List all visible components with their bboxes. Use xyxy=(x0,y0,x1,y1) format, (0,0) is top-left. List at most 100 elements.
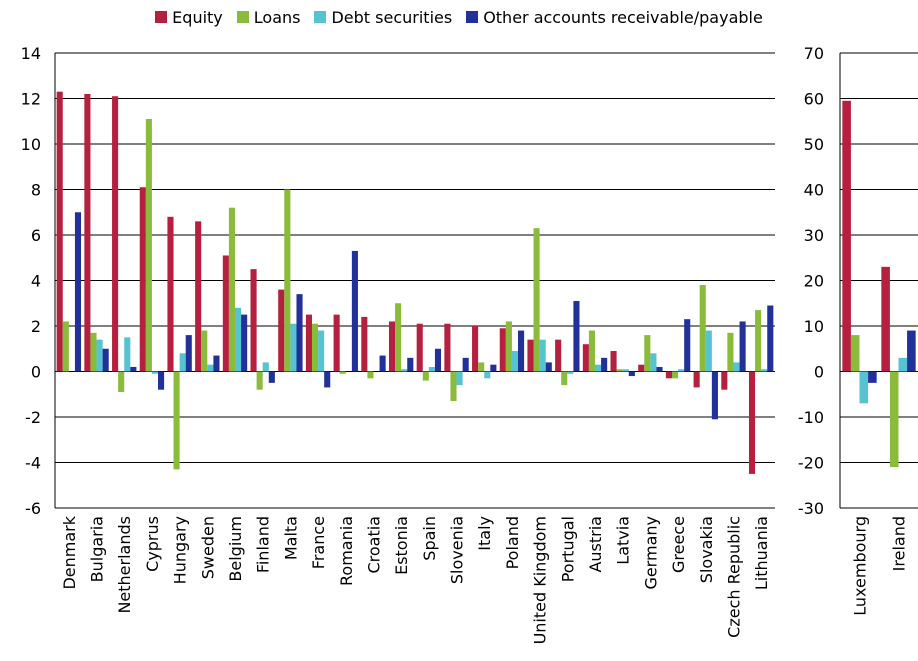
bar-loans-czech-republic xyxy=(727,332,734,372)
x-tick-label-malta: Malta xyxy=(281,516,300,560)
bar-equity-italy xyxy=(472,326,479,372)
bar-other-accounts-receivable-payable-denmark xyxy=(74,212,82,372)
bar-other-accounts-receivable-payable-sweden xyxy=(213,355,220,372)
legend-item-debt-securities: Debt securities xyxy=(314,8,452,27)
x-tick-label-belgium: Belgium xyxy=(226,516,245,582)
bar-other-accounts-receivable-payable-bulgaria xyxy=(102,348,109,372)
legend-label-other-accounts: Other accounts receivable/payable xyxy=(483,7,763,27)
bar-loans-italy xyxy=(478,362,485,372)
bar-other-accounts-receivable-payable-latvia xyxy=(628,371,635,377)
bar-equity-luxembourg xyxy=(842,100,851,372)
y-tick-label: -4 xyxy=(25,454,41,473)
bar-other-accounts-receivable-payable-romania xyxy=(351,250,358,372)
x-tick-label-austria: Austria xyxy=(586,516,605,573)
x-tick-label-italy: Italy xyxy=(475,516,494,551)
bar-loans-finland xyxy=(256,371,263,390)
bar-other-accounts-receivable-payable-finland xyxy=(268,371,275,383)
x-tick-label-portugal: Portugal xyxy=(558,516,577,582)
bar-other-accounts-receivable-payable-italy xyxy=(490,364,497,372)
y-tick-label: 12 xyxy=(21,90,41,109)
bar-debt-securities-slovakia xyxy=(705,330,712,372)
legend-swatch-other-accounts xyxy=(466,11,479,23)
bar-debt-securities-luxembourg xyxy=(859,371,869,404)
y-tick-label: 10 xyxy=(21,135,41,154)
x-tick-label-slovakia: Slovakia xyxy=(697,516,716,583)
y-tick-label: -2 xyxy=(25,408,41,427)
bar-debt-securities-hungary xyxy=(179,353,186,372)
legend-label-debt-securities: Debt securities xyxy=(331,7,453,27)
y-tick-label: -6 xyxy=(25,499,41,518)
bar-debt-securities-spain xyxy=(428,366,435,372)
bar-other-accounts-receivable-payable-netherlands xyxy=(130,366,137,372)
bar-loans-germany xyxy=(644,335,651,372)
bar-loans-lithuania xyxy=(755,310,762,372)
bar-equity-germany xyxy=(638,364,645,372)
bar-debt-securities-slovenia xyxy=(456,371,463,386)
x-tick-label-finland: Finland xyxy=(254,516,273,573)
bar-loans-portugal xyxy=(561,371,568,386)
y-tick-label: 60 xyxy=(804,90,824,109)
x-tick-label-estonia: Estonia xyxy=(392,516,411,575)
bar-loans-sweden xyxy=(201,330,208,372)
bar-loans-ireland xyxy=(889,371,899,468)
bar-equity-malta xyxy=(278,289,285,372)
legend-item-other-accounts: Other accounts receivable/payable xyxy=(466,8,763,27)
y-tick-label: 30 xyxy=(804,226,824,245)
x-tick-label-czech-republic: Czech Republic xyxy=(724,516,743,638)
x-tick-label-poland: Poland xyxy=(503,516,522,569)
y-tick-label: 50 xyxy=(804,135,824,154)
x-tick-label-hungary: Hungary xyxy=(171,516,190,584)
bar-other-accounts-receivable-payable-austria xyxy=(601,357,608,372)
x-tick-label-latvia: Latvia xyxy=(614,516,633,565)
bar-equity-belgium xyxy=(222,255,229,372)
bar-equity-hungary xyxy=(167,216,174,372)
bar-equity-czech-republic xyxy=(721,371,728,390)
bar-equity-portugal xyxy=(555,339,562,372)
bar-loans-austria xyxy=(588,330,595,372)
bar-equity-slovakia xyxy=(693,371,700,388)
bar-debt-securities-portugal xyxy=(567,371,574,374)
y-tick-label: -20 xyxy=(798,454,824,473)
bar-loans-hungary xyxy=(173,371,180,470)
bar-loans-france xyxy=(311,323,319,372)
bar-loans-romania xyxy=(339,371,346,374)
bar-debt-securities-belgium xyxy=(235,307,242,372)
y-tick-label: 0 xyxy=(31,363,41,382)
bar-equity-austria xyxy=(582,344,589,372)
bar-equity-lithuania xyxy=(748,371,756,474)
bar-other-accounts-receivable-payable-slovenia xyxy=(462,357,469,372)
bar-equity-estonia xyxy=(388,321,396,372)
bar-debt-securities-france xyxy=(318,330,325,372)
y-tick-label: -10 xyxy=(798,408,824,427)
x-tick-label-sweden: Sweden xyxy=(198,516,217,579)
y-tick-label: 2 xyxy=(31,317,41,336)
bar-equity-sweden xyxy=(195,221,202,372)
bar-equity-united-kingdom xyxy=(527,339,534,372)
bar-equity-romania xyxy=(333,314,340,372)
y-tick-label: 14 xyxy=(21,44,41,63)
bar-loans-denmark xyxy=(62,321,69,372)
bar-debt-securities-bulgaria xyxy=(96,339,103,372)
bar-loans-latvia xyxy=(616,369,623,372)
x-tick-label-slovenia: Slovenia xyxy=(448,516,467,584)
x-tick-label-united-kingdom: United Kingdom xyxy=(531,516,550,644)
bar-other-accounts-receivable-payable-cyprus xyxy=(158,371,165,390)
y-tick-label: 4 xyxy=(31,272,41,291)
bar-debt-securities-italy xyxy=(484,371,491,379)
bar-equity-ireland xyxy=(881,266,890,372)
bar-other-accounts-receivable-payable-slovakia xyxy=(711,371,718,420)
bar-debt-securities-lithuania xyxy=(761,369,768,372)
bar-equity-spain xyxy=(416,323,423,372)
bar-equity-bulgaria xyxy=(84,93,91,372)
x-tick-label-cyprus: Cyprus xyxy=(143,516,162,572)
bar-other-accounts-receivable-payable-estonia xyxy=(407,357,414,372)
bar-other-accounts-receivable-payable-united-kingdom xyxy=(545,362,552,372)
x-tick-label-netherlands: Netherlands xyxy=(115,516,134,614)
bar-debt-securities-greece xyxy=(678,369,685,372)
bar-debt-securities-malta xyxy=(290,323,297,372)
x-tick-label-bulgaria: Bulgaria xyxy=(88,516,107,582)
x-tick-label-lithuania: Lithuania xyxy=(752,516,771,590)
bar-other-accounts-receivable-payable-france xyxy=(324,371,331,388)
